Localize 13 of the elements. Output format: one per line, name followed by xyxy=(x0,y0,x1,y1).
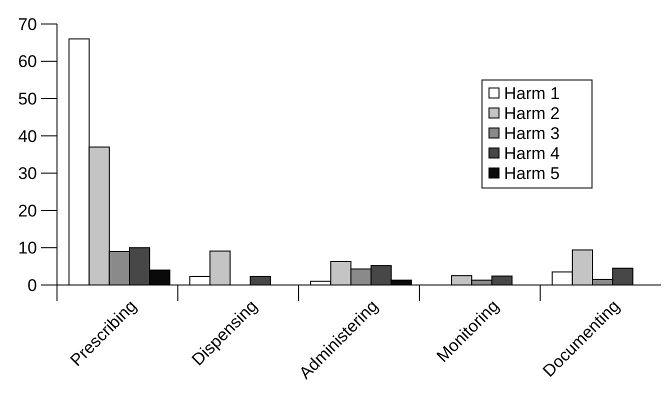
y-tick-label: 50 xyxy=(18,90,37,109)
legend-label: Harm 4 xyxy=(504,144,560,163)
y-tick-label: 0 xyxy=(28,276,37,295)
y-tick-label: 20 xyxy=(18,201,37,220)
legend-label: Harm 5 xyxy=(504,164,560,183)
y-tick-label: 30 xyxy=(18,164,37,184)
y-tick-label: 70 xyxy=(18,14,37,34)
y-tick-label: 10 xyxy=(18,238,37,258)
y-tick-label: 60 xyxy=(18,52,37,72)
y-tick-label: 40 xyxy=(18,126,37,146)
legend-label: Harm 1 xyxy=(504,84,560,103)
legend-label: Harm 2 xyxy=(504,104,560,123)
legend-label: Harm 3 xyxy=(504,124,560,143)
